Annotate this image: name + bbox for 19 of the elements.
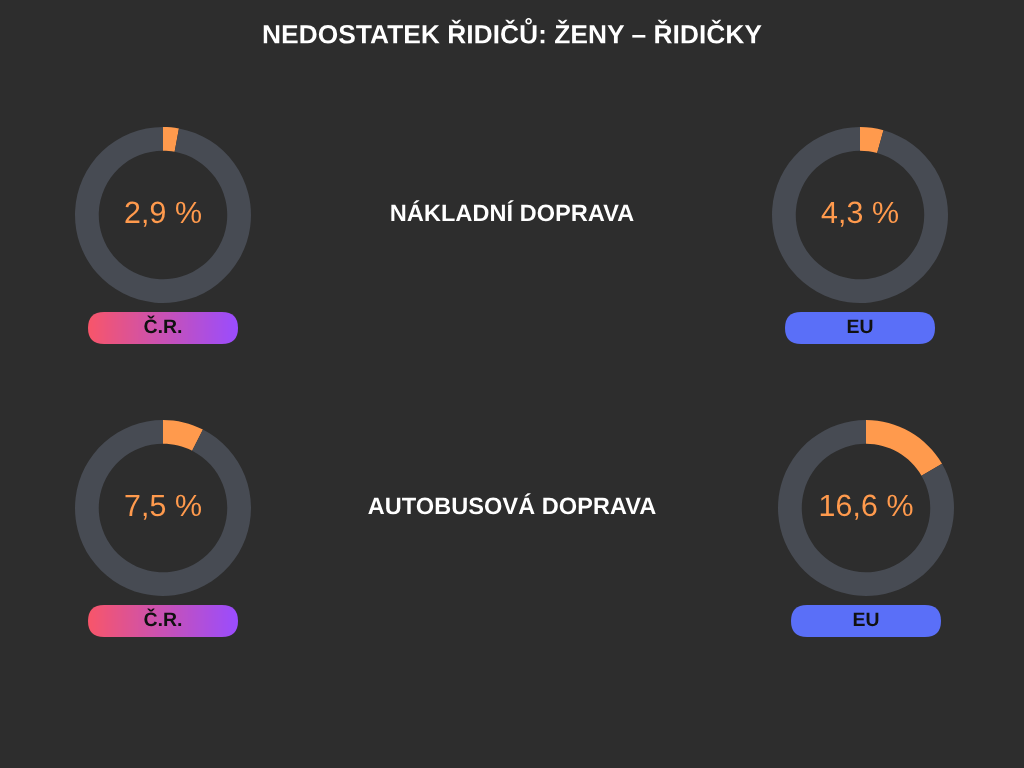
text: NEDOSTATEK ŘIDIČŮ: ŽENY – ŘIDIČKY: [263, 17, 762, 44]
donut-slice: [75, 420, 251, 596]
text: Č.R.: [144, 315, 182, 334]
donut-slice: [75, 127, 251, 303]
donut-slice: [772, 127, 948, 303]
data-label: 4,3 %: [821, 201, 898, 227]
donut-slice: [866, 420, 943, 476]
data-label: 16,6 %: [820, 494, 913, 520]
text: Č.R.: [144, 608, 182, 627]
text: AUTOBUSOVÁ DOPRAVA: [368, 493, 656, 515]
data-label: 7,5 %: [125, 494, 201, 520]
donut-slice: [163, 420, 203, 451]
donut-slice: [163, 127, 179, 152]
donut-slice: [860, 127, 884, 154]
text: EU: [847, 319, 873, 334]
donut-slice: [778, 420, 954, 596]
data-label: 2,9 %: [125, 201, 201, 227]
text: EU: [853, 612, 879, 627]
text: NÁKLADNÍ DOPRAVA: [391, 200, 634, 222]
